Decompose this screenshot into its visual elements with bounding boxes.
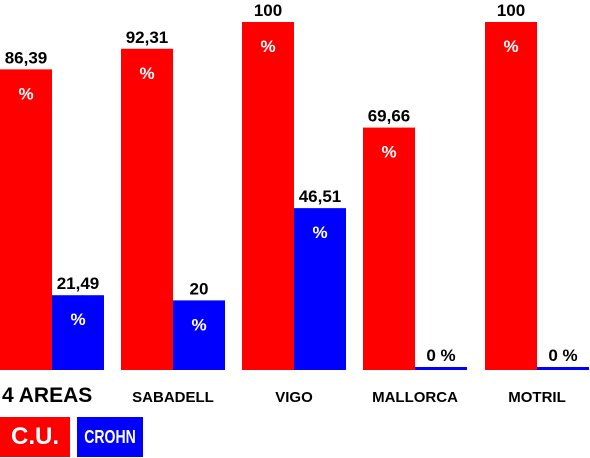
unit-label: %	[139, 64, 154, 83]
unit-label: %	[191, 315, 206, 334]
legend-crohn-label: CROHN	[84, 426, 136, 447]
data-label: 21,49	[57, 274, 100, 293]
unit-label: %	[70, 310, 85, 329]
bar-crohn	[415, 367, 467, 370]
bar-crohn	[294, 208, 346, 370]
bar-cu	[363, 127, 415, 371]
bar-crohn	[52, 295, 104, 370]
unit-label: %	[381, 143, 396, 162]
unit-label: %	[503, 37, 518, 56]
legend-cu: C.U.	[0, 417, 70, 457]
data-label: 0 %	[426, 346, 455, 365]
bar-cu	[242, 22, 294, 370]
data-label: 69,66	[368, 107, 411, 126]
data-label: 100	[254, 1, 282, 20]
bar-crohn	[173, 300, 225, 370]
data-label: 20	[190, 279, 209, 298]
unit-label: %	[260, 37, 275, 56]
bar-crohn	[537, 367, 589, 370]
unit-label: %	[312, 223, 327, 242]
bar-cu	[0, 69, 52, 371]
data-label: 100	[497, 1, 525, 20]
bar-cu	[121, 48, 173, 370]
category-label: MOTRIL	[508, 389, 566, 406]
category-label: SABADELL	[132, 389, 214, 406]
category-label: VIGO	[275, 389, 313, 406]
data-label: 46,51	[299, 187, 342, 206]
category-label: MALLORCA	[372, 389, 458, 406]
legend-crohn: CROHN	[77, 417, 143, 457]
data-label: 86,39	[5, 48, 48, 67]
data-label: 0 %	[548, 346, 577, 365]
bar-cu	[485, 22, 537, 370]
data-label: 92,31	[126, 28, 169, 47]
unit-label: %	[18, 84, 33, 103]
legend-cu-label: C.U.	[11, 423, 59, 450]
category-label: 4 AREAS	[2, 384, 92, 407]
